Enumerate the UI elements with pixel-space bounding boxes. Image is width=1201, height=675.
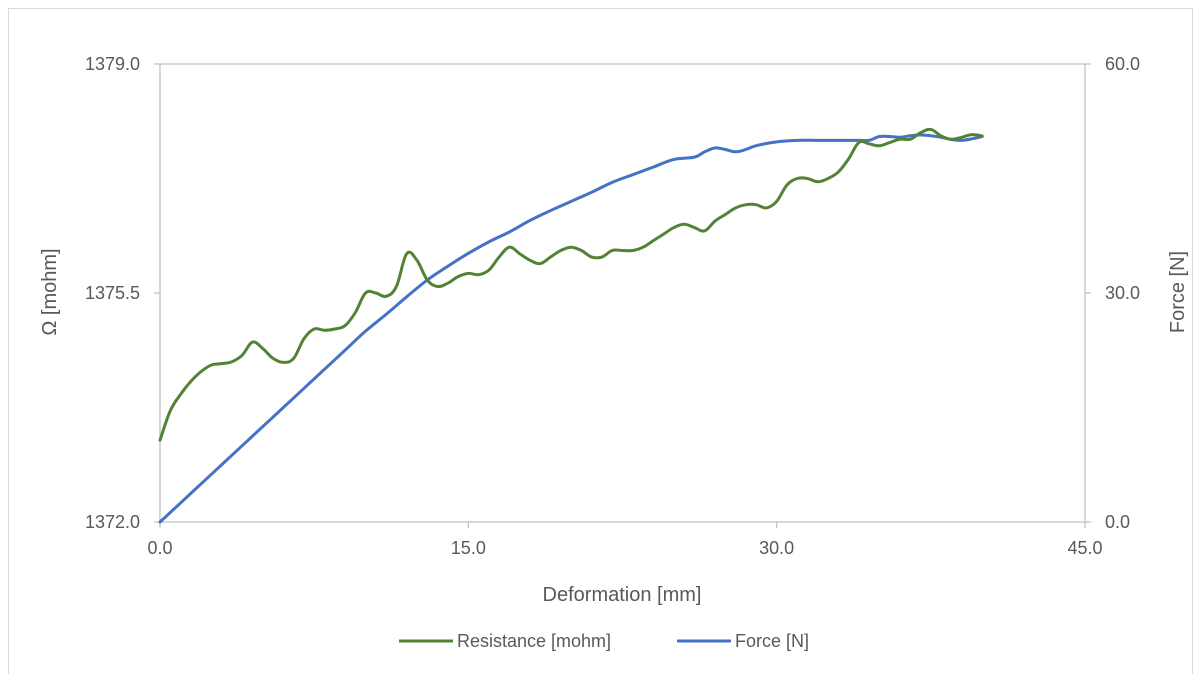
series-layer [158,127,984,524]
legend-label-force: Force [N] [735,631,809,651]
series-line-resistance [158,127,984,442]
x-tick-label: 30.0 [759,538,794,558]
x-tick-label: 0.0 [147,538,172,558]
y-left-tick-label: 1379.0 [85,54,140,74]
axes-text: Deformation [mm] Ω [mohm] Force [N] [39,248,1189,606]
x-tick-label: 15.0 [451,538,486,558]
x-axis-title: Deformation [mm] [543,584,702,606]
legend: Resistance [mohm] Force [N] [399,631,809,651]
x-tick-label: 45.0 [1067,538,1102,558]
y-left-tick-label: 1372.0 [85,512,140,532]
chart-frame [8,8,1193,674]
y-left-tick-label: 1375.5 [85,283,140,303]
series-line-force [158,133,984,524]
y-right-tick-label: 60.0 [1105,54,1140,74]
y-axis-right-title: Force [N] [1167,251,1189,333]
y-right-tick-label: 0.0 [1105,512,1130,532]
y-right-tick-label: 30.0 [1105,283,1140,303]
y-axis-left-title: Ω [mohm] [39,248,61,335]
plot-area: 0.0 15.0 30.0 45.0 1372.0 1375.5 1379.0 0.0 30.0… [85,54,1140,558]
legend-label-resistance: Resistance [mohm] [457,631,611,651]
plot-border [159,63,1086,523]
